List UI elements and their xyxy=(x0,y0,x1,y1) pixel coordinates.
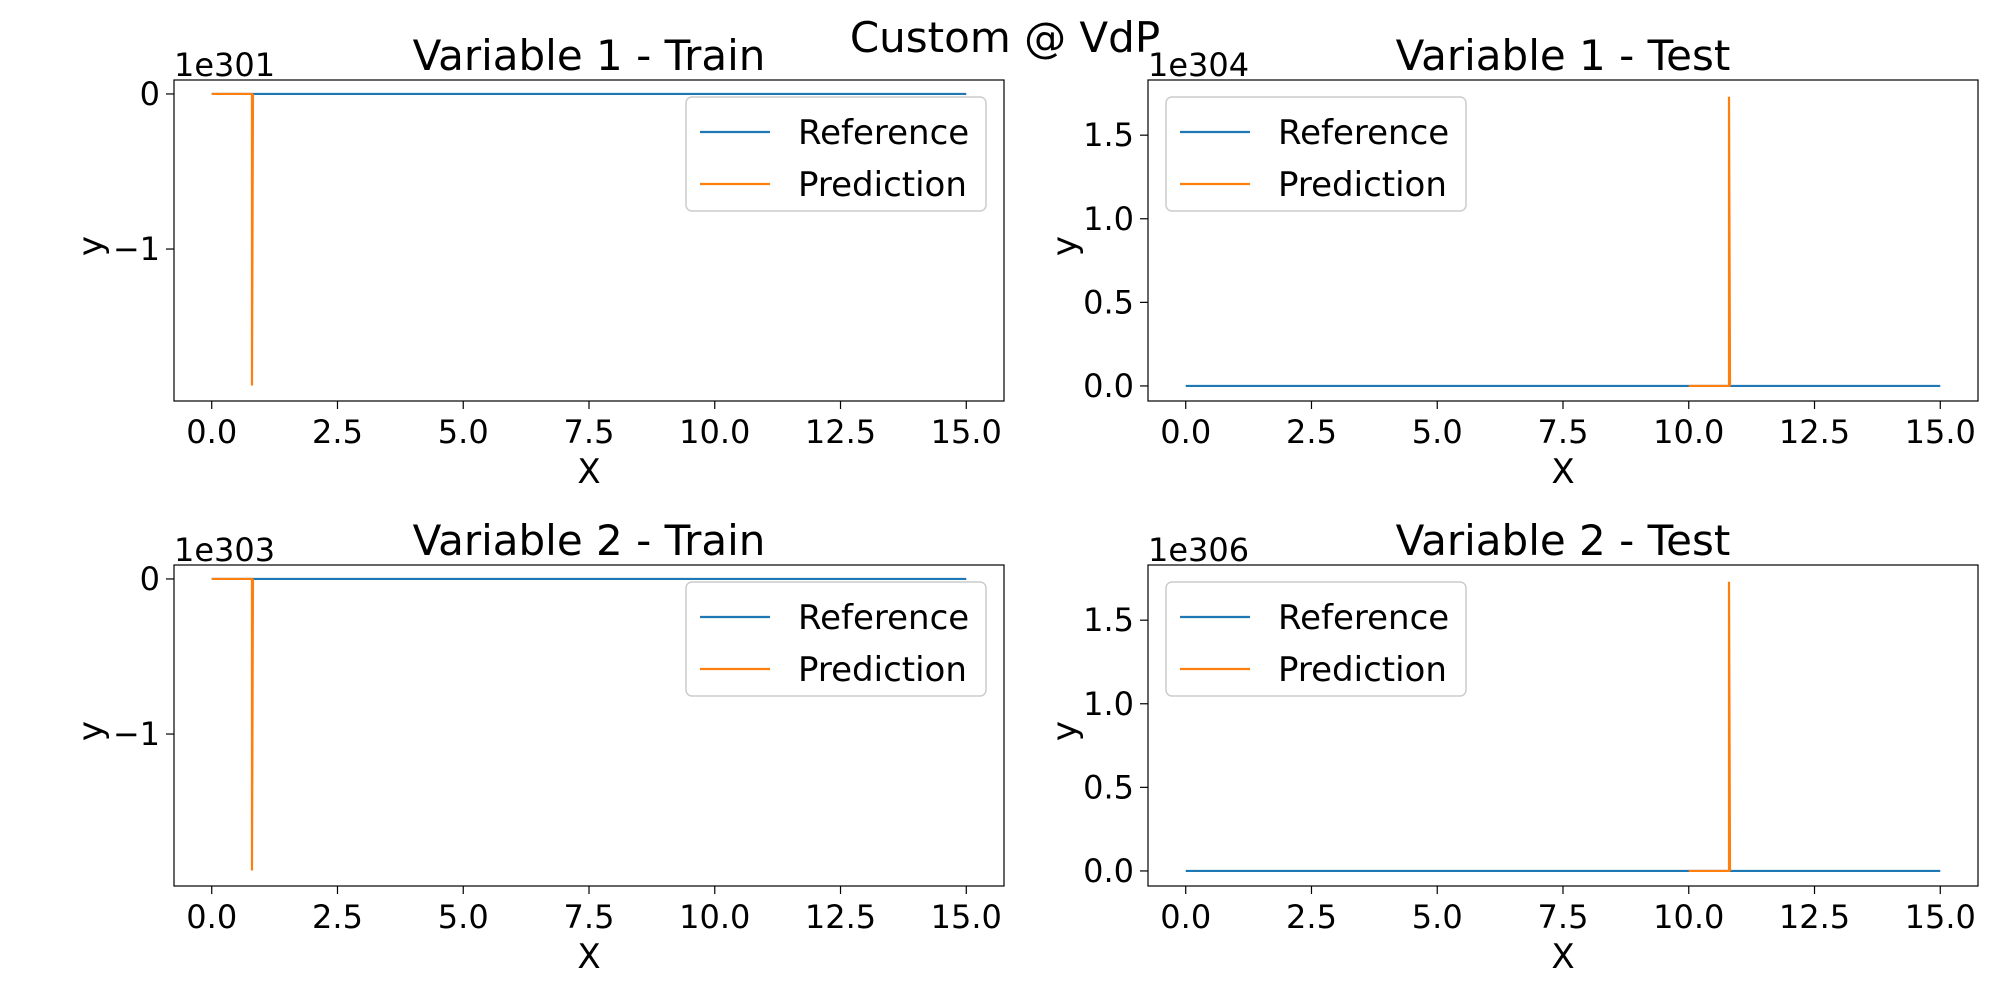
y-tick-label: 1.0 xyxy=(1083,685,1134,723)
series-line-prediction xyxy=(211,92,255,386)
legend: Reference Prediction xyxy=(1165,581,1467,697)
x-tick-label: 5.0 xyxy=(1412,413,1463,451)
x-tick-label: 2.5 xyxy=(1286,898,1337,936)
y-tick-label: 1.5 xyxy=(1083,601,1134,639)
x-tick-label: 7.5 xyxy=(564,898,615,936)
x-tick-label: 15.0 xyxy=(1905,898,1976,936)
x-tick-label: 10.0 xyxy=(679,413,750,451)
legend-box xyxy=(685,581,987,697)
x-tick-label: 0.0 xyxy=(186,898,237,936)
y-axis-label: y xyxy=(1045,236,1085,256)
x-tick-label: 7.5 xyxy=(1538,413,1589,451)
legend-label-prediction: Prediction xyxy=(1278,165,1447,205)
y-tick-label: −1 xyxy=(113,230,160,268)
x-tick-label: 10.0 xyxy=(679,898,750,936)
legend-label-reference: Reference xyxy=(798,598,969,638)
x-tick-label: 2.5 xyxy=(312,898,363,936)
x-tick-label: 12.5 xyxy=(1779,898,1850,936)
x-tick-label: 7.5 xyxy=(1538,898,1589,936)
x-tick-label: 10.0 xyxy=(1653,898,1724,936)
y-tick-label: 0.0 xyxy=(1083,852,1134,890)
axis-offset-text: 1e303 xyxy=(174,531,275,569)
x-tick-label: 12.5 xyxy=(805,413,876,451)
legend-label-reference: Reference xyxy=(1278,113,1449,153)
y-tick-label: 0.5 xyxy=(1083,283,1134,321)
y-axis-label: y xyxy=(71,721,111,741)
series-line-prediction xyxy=(211,577,255,871)
legend-label-reference: Reference xyxy=(1278,598,1449,638)
x-tick-label: 12.5 xyxy=(1779,413,1850,451)
x-tick-label: 2.5 xyxy=(312,413,363,451)
x-tick-label: 15.0 xyxy=(931,413,1002,451)
legend-box xyxy=(1165,96,1467,212)
figure-suptitle: Custom @ VdP xyxy=(850,13,1160,62)
subplot-title: Variable 1 - Train xyxy=(413,31,766,80)
x-tick-label: 12.5 xyxy=(805,898,876,936)
y-axis-label: y xyxy=(1045,721,1085,741)
subplot-title: Variable 1 - Test xyxy=(1396,31,1731,80)
x-tick-label: 0.0 xyxy=(1160,898,1211,936)
x-tick-label: 7.5 xyxy=(564,413,615,451)
axis-offset-text: 1e306 xyxy=(1148,531,1249,569)
legend-box xyxy=(1165,581,1467,697)
subplot-4: 0.0 2.5 5.0 7.5 10.0 12.5 15.0 0.0 0.5 1.0 1.5 Vari… xyxy=(1045,516,1979,977)
series-line-prediction xyxy=(1688,581,1732,873)
legend-label-reference: Reference xyxy=(798,113,969,153)
subplot-1: 0.0 2.5 5.0 7.5 10.0 12.5 15.0 0 −1 Variable 1 - … xyxy=(71,31,1005,492)
x-tick-label: 15.0 xyxy=(931,898,1002,936)
legend-label-prediction: Prediction xyxy=(798,650,967,690)
x-tick-label: 5.0 xyxy=(438,898,489,936)
y-tick-label: 1.0 xyxy=(1083,200,1134,238)
subplot-title: Variable 2 - Train xyxy=(413,516,766,565)
x-axis-label: X xyxy=(577,452,600,492)
x-tick-label: 0.0 xyxy=(1160,413,1211,451)
y-tick-label: 0.0 xyxy=(1083,367,1134,405)
axis-offset-text: 1e304 xyxy=(1148,46,1249,84)
y-tick-label: 0 xyxy=(140,75,160,113)
y-axis-label: y xyxy=(71,236,111,256)
x-axis-label: X xyxy=(1551,937,1574,977)
legend: Reference Prediction xyxy=(1165,96,1467,212)
x-tick-label: 0.0 xyxy=(186,413,237,451)
subplot-3: 0.0 2.5 5.0 7.5 10.0 12.5 15.0 0 −1 Variable 2 - … xyxy=(71,516,1005,977)
subplot-2: 0.0 2.5 5.0 7.5 10.0 12.5 15.0 0.0 0.5 1.0 1.5 Vari… xyxy=(1045,31,1979,492)
legend: Reference Prediction xyxy=(685,96,987,212)
legend: Reference Prediction xyxy=(685,581,987,697)
x-tick-label: 15.0 xyxy=(1905,413,1976,451)
x-tick-label: 5.0 xyxy=(1412,898,1463,936)
y-tick-label: 0.5 xyxy=(1083,768,1134,806)
legend-label-prediction: Prediction xyxy=(1278,650,1447,690)
x-axis-label: X xyxy=(1551,452,1574,492)
x-tick-label: 2.5 xyxy=(1286,413,1337,451)
y-tick-label: 1.5 xyxy=(1083,116,1134,154)
x-tick-label: 5.0 xyxy=(438,413,489,451)
legend-label-prediction: Prediction xyxy=(798,165,967,205)
y-tick-label: −1 xyxy=(113,715,160,753)
x-tick-label: 10.0 xyxy=(1653,413,1724,451)
legend-box xyxy=(685,96,987,212)
subplot-title: Variable 2 - Test xyxy=(1396,516,1731,565)
series-line-prediction xyxy=(1688,96,1732,388)
y-tick-label: 0 xyxy=(140,560,160,598)
x-axis-label: X xyxy=(577,937,600,977)
axis-offset-text: 1e301 xyxy=(174,46,275,84)
